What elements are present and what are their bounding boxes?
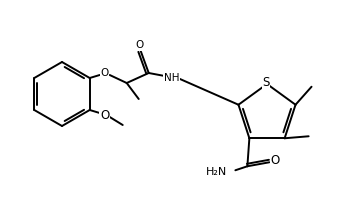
Text: O: O xyxy=(271,154,280,167)
Text: O: O xyxy=(101,68,109,78)
Text: O: O xyxy=(100,109,109,121)
Text: H₂N: H₂N xyxy=(206,167,227,177)
Text: O: O xyxy=(136,40,144,50)
Text: NH: NH xyxy=(164,73,180,83)
Text: S: S xyxy=(262,77,270,89)
